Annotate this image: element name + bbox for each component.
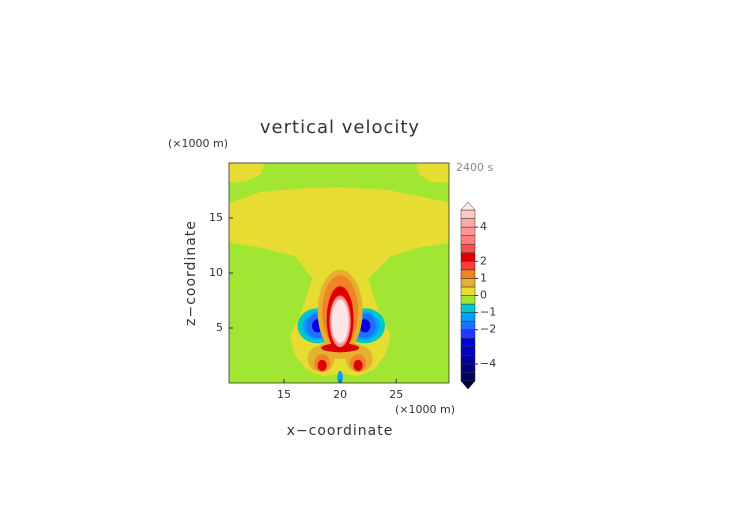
contour-region: [359, 319, 371, 333]
y-tick-label: 15: [209, 211, 223, 224]
colorbar-box: [460, 209, 476, 219]
y-tick-label: 10: [209, 266, 223, 279]
contour-region: [317, 359, 327, 371]
colorbar-box: [460, 286, 476, 296]
chart-title: vertical velocity: [260, 117, 420, 138]
colorbar-tick-label: 1: [480, 271, 487, 284]
colorbar-box: [460, 243, 476, 253]
x-axis-label: x−coordinate: [287, 423, 394, 439]
contour-region: [229, 187, 449, 279]
x-tick-label: 15: [277, 388, 291, 401]
contour-region: [321, 343, 360, 353]
contour-region: [331, 299, 349, 343]
colorbar-box: [460, 320, 476, 330]
colorbar-box: [460, 295, 476, 305]
colorbar-box: [460, 235, 476, 245]
colorbar-box: [460, 312, 476, 322]
colorbar-box: [460, 372, 476, 382]
contour-region: [337, 370, 343, 383]
colorbar-high: [460, 201, 476, 211]
x-tick-label: 20: [333, 388, 347, 401]
colorbar-box: [460, 346, 476, 356]
colorbar-box: [460, 355, 476, 365]
colorbar-tick-label: 2: [480, 254, 487, 267]
colorbar-tick-label: 0: [480, 289, 487, 302]
colorbar-box: [460, 269, 476, 279]
colorbar-tick-label: 4: [480, 220, 487, 233]
colorbar-tick-label: −2: [480, 323, 496, 336]
y-unit: (×1000 m): [168, 137, 228, 150]
y-tick-label: 5: [216, 321, 223, 334]
colorbar-box: [460, 261, 476, 271]
colorbar-box: [460, 218, 476, 228]
x-tick-label: 25: [389, 388, 403, 401]
colorbar-tick-label: −4: [480, 357, 496, 370]
contour-field: [229, 163, 449, 383]
contour-region: [353, 359, 363, 371]
colorbar-box: [460, 278, 476, 288]
x-unit: (×1000 m): [395, 403, 455, 416]
colorbar-low: [460, 380, 476, 390]
colorbar-box: [460, 338, 476, 348]
colorbar-box: [460, 303, 476, 313]
time-label: 2400 s: [456, 161, 493, 174]
colorbar-tick-label: −1: [480, 306, 496, 319]
contour-region: [415, 163, 449, 183]
colorbar-box: [460, 252, 476, 262]
y-axis-label: z−coordinate: [183, 220, 199, 326]
colorbar-box: [460, 363, 476, 373]
contour-region: [229, 163, 265, 183]
colorbar-box: [460, 329, 476, 339]
colorbar-box: [460, 226, 476, 236]
